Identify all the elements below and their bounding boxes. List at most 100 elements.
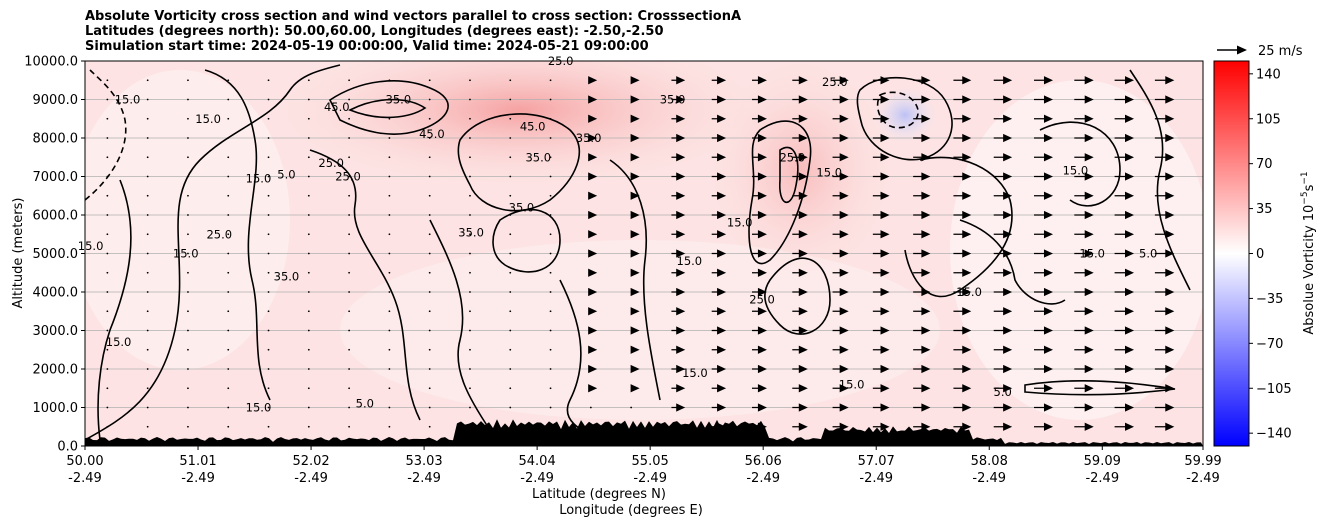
contour-line [429, 219, 491, 431]
wind-vector [671, 114, 686, 123]
wind-vector [792, 172, 808, 181]
wind-vector [307, 348, 310, 351]
wind-vector [428, 310, 431, 313]
wind-vector [1034, 345, 1054, 354]
wind-vector [388, 194, 391, 197]
contour-line [204, 69, 271, 401]
wind-vector [307, 387, 310, 390]
wind-vector [630, 210, 640, 220]
wind-vector [388, 98, 391, 101]
wind-vector [993, 422, 1013, 431]
wind-vector [1114, 326, 1135, 335]
wind-vector [1114, 153, 1135, 162]
wind-vector [832, 326, 849, 335]
wind-vector [428, 98, 431, 101]
wind-vector [146, 117, 149, 120]
colorbar-tick-label: 35 [1256, 202, 1273, 217]
wind-vector [832, 153, 849, 162]
x-tick-label-longitude: -2.49 [520, 471, 554, 486]
wind-vector [348, 406, 351, 409]
wind-vector [671, 133, 686, 143]
wind-vector [187, 387, 189, 390]
wind-vector [1154, 345, 1175, 354]
wind-vector [588, 364, 598, 374]
wind-vector [549, 175, 552, 178]
wind-vector [1114, 268, 1135, 277]
contour-label: 25.0 [206, 227, 232, 241]
wind-vector [469, 117, 471, 120]
wind-vector [751, 345, 767, 354]
wind-vector [1154, 307, 1175, 316]
wind-vector [509, 175, 512, 178]
wind-vector [469, 98, 471, 101]
wind-vector [1114, 76, 1135, 85]
wind-vector [872, 191, 890, 200]
wind-vector [267, 252, 270, 255]
wind-vector [993, 133, 1013, 143]
wind-vector [588, 345, 598, 354]
wind-vector [913, 422, 931, 431]
wind-vector [106, 214, 109, 216]
contour-label: 15.0 [106, 335, 132, 349]
wind-vector [751, 287, 767, 297]
wind-vector [1034, 384, 1054, 393]
wind-vector [1154, 210, 1175, 220]
wind-vector [913, 230, 931, 239]
wind-vector [106, 348, 109, 351]
wind-vector [509, 156, 512, 159]
wind-vector [146, 98, 149, 101]
wind-vector [307, 79, 310, 82]
x-tick-label-latitude: 59.09 [1084, 454, 1121, 469]
wind-vector [187, 175, 189, 178]
wind-vector [711, 95, 727, 104]
contour-line [457, 113, 581, 212]
wind-vector [711, 364, 727, 374]
wind-vector [630, 76, 640, 85]
wind-vector [549, 117, 552, 120]
wind-vector [146, 194, 149, 197]
wind-vector [671, 364, 686, 374]
wind-vector [832, 230, 849, 239]
wind-vector [549, 233, 552, 236]
wind-vector [388, 271, 391, 274]
wind-vector [711, 172, 727, 181]
wind-vector [428, 194, 431, 197]
wind-vector [1034, 287, 1054, 297]
wind-vector [1154, 364, 1175, 374]
wind-vector [630, 384, 640, 393]
wind-vector [751, 403, 767, 412]
wind-vector [106, 271, 109, 274]
wind-vector [267, 156, 270, 159]
wind-vector [630, 153, 640, 162]
wind-vector [227, 252, 230, 255]
wind-vector [1074, 345, 1094, 354]
wind-vector [872, 364, 890, 374]
wind-vector [428, 79, 431, 82]
wind-vector [388, 406, 391, 409]
wind-vector [307, 310, 310, 313]
wind-vector [872, 95, 890, 104]
wind-vector [1154, 249, 1175, 258]
wind-vector [913, 153, 931, 162]
contour-line [85, 64, 341, 441]
wind-vector [348, 271, 351, 274]
wind-vector [1034, 95, 1054, 104]
wind-vector [307, 291, 310, 293]
wind-vector [1034, 326, 1054, 335]
colorbar-tick-label: 70 [1256, 157, 1273, 172]
wind-vector [307, 233, 310, 236]
wind-vector [872, 422, 890, 431]
wind-vector [751, 249, 767, 258]
wind-vector [267, 348, 270, 351]
wind-vector [227, 175, 230, 178]
wind-vector [1034, 172, 1054, 181]
vorticity-low-right [950, 80, 1203, 420]
wind-vector [227, 98, 230, 101]
wind-vector [1114, 114, 1135, 123]
contour-label: 25.0 [749, 293, 775, 307]
wind-vector [832, 133, 849, 143]
x-tick-label-longitude: -2.49 [1186, 471, 1220, 486]
wind-vector [227, 368, 230, 370]
contour-label: 35.0 [386, 93, 412, 107]
